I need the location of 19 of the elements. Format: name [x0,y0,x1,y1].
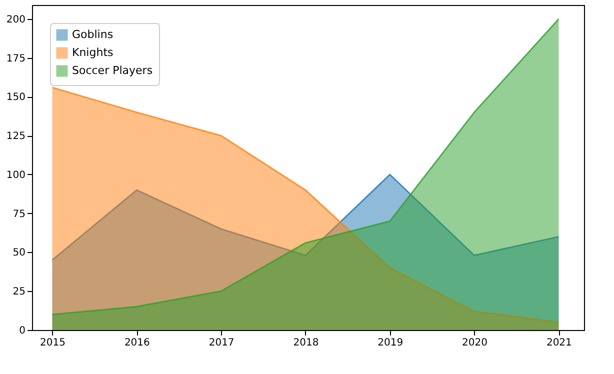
x-tick-label: 2017 [208,338,234,348]
y-tick-label: 100 [6,170,26,181]
y-tick-label: 150 [6,92,26,104]
x-tick-label: 2015 [40,338,66,348]
legend-label: Goblins [72,28,114,41]
y-tick-label: 175 [6,53,26,64]
y-tick-label: 75 [12,208,26,220]
x-tick-label: 2021 [546,338,572,348]
y-tick-label: 125 [6,131,26,142]
x-tick-label: 2019 [378,338,404,348]
x-tick-label: 2020 [462,338,488,348]
y-tick-label: 25 [12,286,26,298]
y-tick-label: 200 [6,14,26,26]
legend-label: Knights [72,46,114,59]
x-tick-label: 2018 [293,338,319,348]
legend-label: Soccer Players [72,64,153,77]
y-tick-label: 50 [12,248,26,259]
x-tick-label: 2016 [124,338,150,348]
y-tick-label: 0 [19,326,26,336]
